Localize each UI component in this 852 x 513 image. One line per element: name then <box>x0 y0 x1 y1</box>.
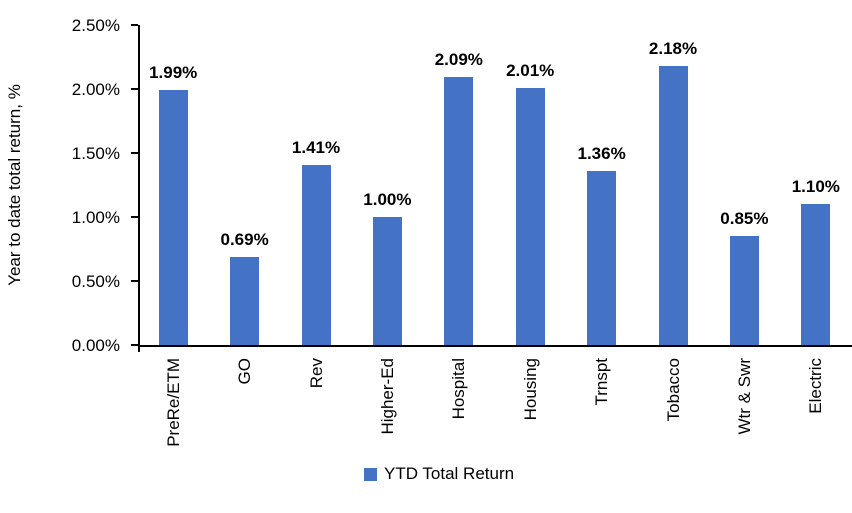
y-tick-mark <box>130 215 138 219</box>
bar-value-label: 1.41% <box>291 137 341 157</box>
y-tick-mark <box>130 151 138 155</box>
category-label: Higher-Ed <box>377 358 397 435</box>
bar <box>444 77 474 345</box>
bar-value-label: 1.00% <box>363 190 412 209</box>
category-label: PreRe/ETM <box>163 358 183 447</box>
plot-area <box>137 25 852 347</box>
y-tick-label: 1.00% <box>71 207 120 227</box>
bar <box>658 65 688 345</box>
y-tick-label: 2.00% <box>71 79 120 99</box>
y-tick-mark <box>130 87 138 91</box>
y-tick-label: 2.50% <box>71 15 120 35</box>
bar <box>729 236 759 345</box>
legend-label: YTD Total Return <box>384 464 515 483</box>
category-label: Electric <box>806 358 826 414</box>
bar-value-label: 0.69% <box>220 229 269 249</box>
category-label: Trnspt <box>592 358 612 406</box>
y-tick-mark <box>130 343 138 347</box>
y-tick-label: 0.00% <box>71 335 120 355</box>
y-tick-label: 0.50% <box>71 271 120 291</box>
bar <box>801 204 831 345</box>
bar <box>587 170 617 345</box>
bar-value-label: 1.10% <box>791 177 840 197</box>
category-label: GO <box>235 358 255 385</box>
bar-value-label: 2.01% <box>506 60 555 80</box>
bar <box>515 87 545 345</box>
y-axis-title: Year to date total return, % <box>5 84 24 286</box>
bar-value-label: 2.18% <box>648 38 698 58</box>
y-tick-mark <box>130 23 138 27</box>
category-label: Hospital <box>449 358 469 420</box>
bar <box>158 90 188 345</box>
legend: YTD Total Return <box>364 464 514 484</box>
bar-value-label: 0.85% <box>720 209 769 229</box>
legend-swatch-icon <box>364 467 377 481</box>
x-axis-origin-tick <box>137 345 140 352</box>
bar <box>301 164 331 345</box>
category-label: Rev <box>306 358 326 389</box>
bar-value-label: 1.36% <box>577 143 626 163</box>
category-label: Wtr & Swr <box>734 358 754 435</box>
category-label: Housing <box>520 358 540 421</box>
bar <box>372 217 402 345</box>
y-tick-label: 1.50% <box>71 143 120 163</box>
category-label: Tobacco <box>663 358 683 422</box>
bar-value-label: 2.09% <box>434 50 483 70</box>
bar-value-label: 1.99% <box>149 63 198 83</box>
bar <box>230 256 260 345</box>
y-tick-mark <box>130 279 138 283</box>
